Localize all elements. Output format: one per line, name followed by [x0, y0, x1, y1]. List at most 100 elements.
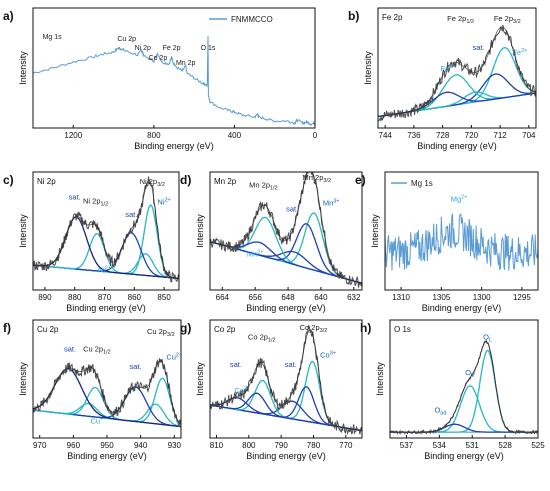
- x-tick-label: 1300: [473, 293, 491, 302]
- peak-label: Cu2+: [166, 352, 182, 361]
- peak-label-subscript: 3/2: [323, 178, 331, 184]
- raw-spectrum: [210, 172, 362, 288]
- peak-label: sat.: [285, 360, 297, 369]
- plot-area: [33, 35, 315, 126]
- peak-label-main: O: [434, 405, 440, 414]
- panel-c: 890 880 870 860 850 Binding energy (eV) Intens…: [3, 171, 180, 313]
- peak-label-main: sat.: [130, 362, 142, 371]
- panel-label: h): [360, 321, 371, 335]
- x-tick-label: 712: [493, 131, 507, 140]
- plot-frame: [384, 171, 539, 291]
- x-tick-label: 800: [242, 441, 256, 450]
- x-tick-label: 970: [33, 441, 47, 450]
- panel-a: FNMMCCO Mg 1s Cu 2p Ni 2p Co 2p Fe 2p Mn 2p O 1…: [3, 7, 318, 151]
- y-axis-label: Intensity: [363, 51, 373, 85]
- peak-label-superscript: 2+: [165, 197, 171, 203]
- peak-annotation: Cu 2p: [117, 36, 136, 43]
- peak-label: sat.: [125, 210, 137, 219]
- peak-label-main: Ni 2p: [140, 177, 158, 186]
- fit-envelope: [210, 172, 362, 284]
- peak-label: Fe 2p1/2: [447, 14, 474, 25]
- peak-label-superscript: 3+: [333, 198, 339, 204]
- peak-label-main: sat.: [64, 344, 76, 353]
- peak-label: Cu 2p1/2: [83, 344, 111, 355]
- fit-envelope: [210, 329, 362, 432]
- peak-annotation: Mn 2p: [176, 60, 196, 67]
- peak-label: sat.: [130, 362, 142, 371]
- peak-label-main: Mn: [247, 250, 257, 259]
- panel-title: Ni 2p: [37, 177, 56, 186]
- panel-title: O 1s: [394, 325, 411, 334]
- peak-label-main: sat.: [69, 193, 81, 202]
- x-axis-label: Binding energy (eV): [66, 303, 146, 313]
- x-tick-label: 648: [281, 293, 295, 302]
- panel-f: 970 960 950 940 930 Binding energy (eV) Intens…: [3, 319, 182, 461]
- legend-label: Mg 1s: [411, 179, 433, 188]
- panel-d: 664 656 648 640 632 Binding energy (eV) Intens…: [180, 171, 363, 313]
- peak-label-main: Fe: [440, 64, 449, 73]
- panel-label: f): [3, 321, 11, 335]
- peak-label-superscript: 2+: [176, 352, 182, 358]
- panel-label: c): [3, 173, 14, 187]
- x-tick-label: 531: [466, 441, 480, 450]
- x-tick-label: 534: [433, 441, 447, 450]
- peak-label: Cu 2p3/2: [147, 327, 175, 338]
- peak-label: Fe3+: [440, 64, 455, 73]
- x-tick-label: 640: [314, 293, 328, 302]
- plot-area: [378, 24, 536, 123]
- peak-label-main: Mn 2p: [303, 173, 324, 182]
- peak-label-main: Mn 2p: [249, 181, 270, 190]
- peak-label: Ni 2p1/2: [83, 196, 108, 207]
- panel-e: Mg 1s 1310 1305 1300 1295 Binding energy (eV)…: [355, 171, 539, 313]
- peak-label-main: Fe 2p: [447, 14, 466, 23]
- panel-h: 537 534 531 528 525 Binding energy (eV) Intens…: [360, 319, 545, 461]
- peak-label-main: Cu: [91, 416, 101, 425]
- peak-label: Co2+: [234, 386, 250, 395]
- x-tick-label: 704: [522, 131, 536, 140]
- x-tick-label: 890: [38, 293, 52, 302]
- peak-label-main: sat.: [125, 210, 137, 219]
- peak-label-superscript: 2+: [461, 195, 467, 201]
- survey-line: [33, 35, 315, 126]
- peak-label-superscript: 3+: [330, 350, 336, 356]
- peak-label: sat.: [286, 204, 298, 213]
- y-axis-label: Intensity: [195, 362, 205, 396]
- peak-label: Mn 2p3/2: [303, 173, 332, 184]
- x-axis-label: Binding energy (eV): [134, 141, 214, 151]
- x-tick-label: 400: [228, 131, 242, 140]
- peak-label: Cu+: [91, 416, 104, 425]
- component-peak: [210, 360, 362, 432]
- x-axis-label: Binding energy (eV): [246, 303, 326, 313]
- peak-label-main: Co 2p: [248, 333, 268, 342]
- plot-area: [210, 324, 362, 436]
- panel-label: e): [355, 173, 366, 187]
- peak-label-superscript: 3+: [449, 64, 455, 70]
- plot-area: [33, 358, 181, 428]
- peak-label: sat.: [472, 43, 484, 52]
- y-axis-label: Intensity: [18, 362, 28, 396]
- raw-spectrum: [390, 339, 538, 435]
- x-tick-label: 744: [379, 131, 393, 140]
- component-peak: [390, 349, 538, 433]
- peak-label-main: sat.: [230, 360, 242, 369]
- peak-label-main: Fe 2p: [494, 14, 513, 23]
- fit-envelope: [390, 341, 538, 433]
- x-tick-label: 1305: [432, 293, 450, 302]
- peak-label: Co 2p3/2: [300, 323, 328, 334]
- peak-label-main: O: [483, 333, 489, 342]
- peak-label-superscript: +: [100, 416, 103, 422]
- panel-title: Mn 2p: [214, 177, 237, 186]
- y-axis-label: Intensity: [375, 362, 385, 396]
- peak-label: sat.: [69, 193, 81, 202]
- x-tick-label: 1295: [513, 293, 531, 302]
- peak-label-main: Co: [234, 386, 244, 395]
- panel-label: b): [348, 9, 359, 23]
- peak-label: sat.: [64, 344, 76, 353]
- peak-label-superscript: 2+: [105, 265, 111, 271]
- peak-label-subscript: 1/2: [101, 201, 109, 207]
- plot-area: [33, 176, 179, 283]
- panel-b: 744 736 728 720 712 704 Binding energy (eV) Int…: [348, 7, 537, 151]
- component-peak: [33, 368, 181, 428]
- peak-annotation: Co 2p: [149, 55, 168, 62]
- peak-label: Ni 2p3/2: [140, 177, 165, 188]
